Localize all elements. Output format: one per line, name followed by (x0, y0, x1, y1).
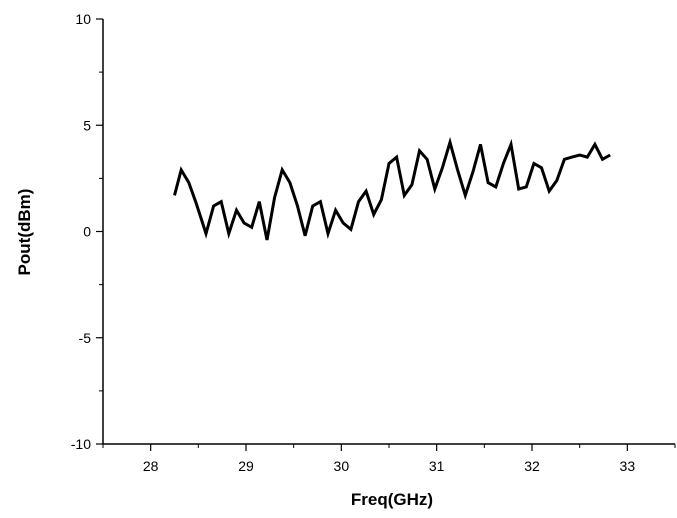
y-tick-label: 5 (83, 117, 91, 133)
x-tick-label: 29 (238, 458, 254, 474)
y-tick-label: 10 (75, 11, 91, 27)
x-tick-label: 32 (524, 458, 540, 474)
y-axis-title: Pout(dBm) (15, 189, 34, 276)
x-tick-label: 33 (620, 458, 636, 474)
x-tick-label: 28 (143, 458, 159, 474)
axes (102, 19, 675, 445)
y-tick-label: 0 (83, 224, 91, 240)
x-tick-label: 31 (429, 458, 445, 474)
y-tick-label: -10 (71, 436, 91, 452)
series-line (173, 136, 611, 241)
x-axis-title: Freq(GHz) (351, 490, 433, 509)
ticks: 28 29 30 31 32 33 -10 -5 0 5 10 (71, 11, 676, 474)
y-tick-label: -5 (79, 330, 92, 346)
x-tick-label: 30 (334, 458, 350, 474)
plot-area (173, 136, 611, 241)
